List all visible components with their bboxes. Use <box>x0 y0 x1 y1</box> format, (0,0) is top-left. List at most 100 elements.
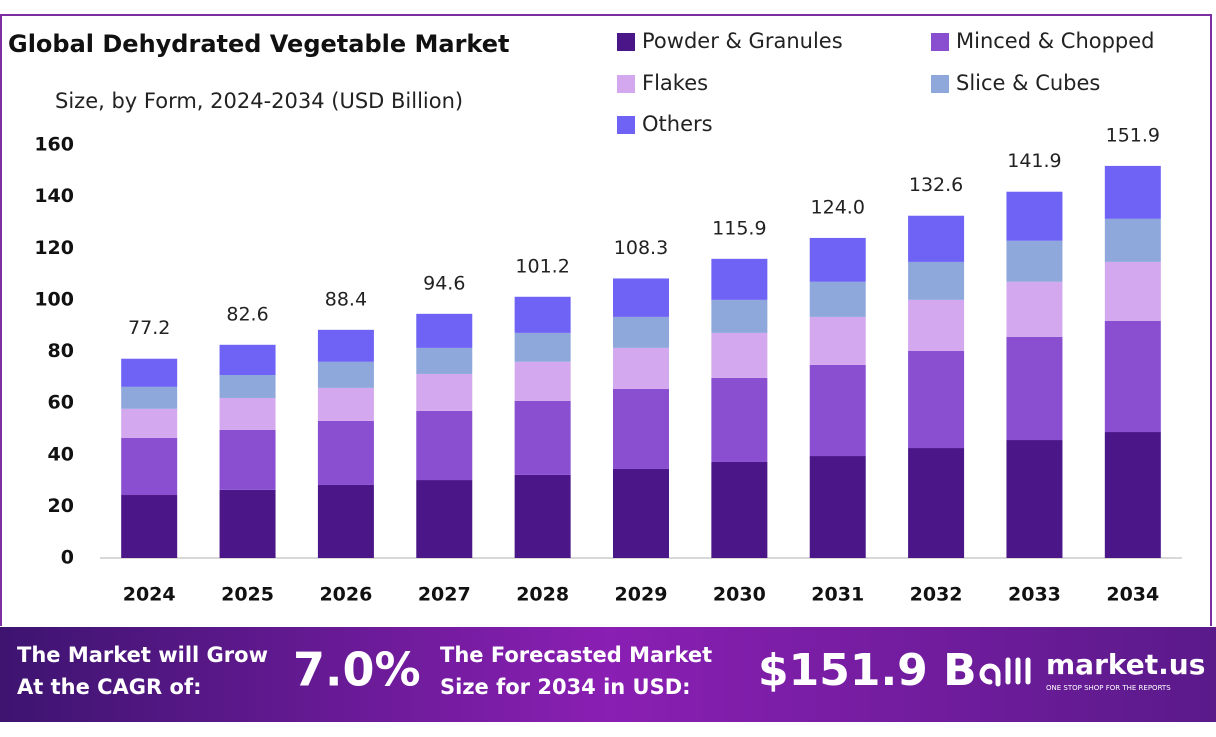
bar-segment <box>1006 281 1063 337</box>
bar-segment <box>514 474 571 558</box>
bar-segment <box>613 278 669 317</box>
bar-segment <box>416 313 473 348</box>
bar-segment <box>416 410 473 481</box>
bar-segment <box>613 316 669 348</box>
bar-segment <box>1104 165 1161 219</box>
legend-label: Minced & Chopped <box>956 29 1155 53</box>
bar-segment <box>1104 218 1161 262</box>
x-tick-label: 2032 <box>910 584 963 606</box>
total-label: 132.6 <box>909 174 963 196</box>
x-tick-label: 2033 <box>1008 584 1061 606</box>
bar-segment <box>908 299 965 351</box>
brand-name: market.us <box>1046 648 1205 681</box>
chart-frame <box>0 14 1212 626</box>
legend-swatch <box>617 75 635 93</box>
bar-segment <box>317 329 374 362</box>
y-tick-label: 160 <box>34 134 74 156</box>
legend-swatch <box>931 33 949 51</box>
chart-subtitle: Size, by Form, 2024-2034 (USD Billion) <box>55 89 463 113</box>
bar-segment <box>908 350 965 449</box>
legend-label: Flakes <box>642 71 708 95</box>
legend-swatch <box>931 75 949 93</box>
legend-swatch <box>617 116 635 134</box>
x-tick-label: 2027 <box>418 584 471 606</box>
total-label: 151.9 <box>1106 124 1160 146</box>
bar-segment <box>317 387 374 421</box>
bar-segment <box>711 258 768 300</box>
total-label: 88.4 <box>325 288 367 310</box>
bar-segment <box>809 316 866 365</box>
bar-segment <box>317 484 374 558</box>
bar-segment <box>514 332 571 362</box>
bar-segment <box>1006 336 1063 441</box>
bar-segment <box>317 420 374 485</box>
bar-segment <box>711 299 768 333</box>
bar-segment <box>809 281 866 317</box>
total-label: 124.0 <box>811 196 865 218</box>
y-tick-label: 140 <box>34 185 74 207</box>
bar-segment <box>1006 240 1063 282</box>
bar-segment <box>908 215 965 262</box>
x-tick-label: 2031 <box>811 584 864 606</box>
bar-segment <box>514 400 571 475</box>
brand-tagline: ONE STOP SHOP FOR THE REPORTS <box>1046 684 1171 692</box>
footer-text: The Market will Grow <box>17 643 268 667</box>
bar-segment <box>1104 320 1161 433</box>
footer-text: At the CAGR of: <box>17 675 202 699</box>
bar-segment <box>416 480 473 558</box>
total-label: 82.6 <box>226 303 268 325</box>
y-tick-label: 40 <box>48 443 74 465</box>
bar-segment <box>219 429 276 490</box>
bar-segment <box>711 377 768 462</box>
total-label: 101.2 <box>515 255 569 277</box>
bar-segment <box>908 448 965 558</box>
bar-segment <box>514 361 571 401</box>
y-tick-label: 20 <box>48 495 74 517</box>
total-label: 115.9 <box>712 217 766 239</box>
total-label: 141.9 <box>1007 150 1061 172</box>
bar-segment <box>317 361 374 388</box>
bar-segment <box>1006 191 1063 241</box>
x-tick-label: 2025 <box>221 584 274 606</box>
footer-value: $151.9 B <box>758 645 977 696</box>
total-label: 94.6 <box>423 272 465 294</box>
legend-label: Others <box>642 112 713 136</box>
footer-text: The Forecasted Market <box>440 643 712 667</box>
bar-segment <box>219 489 276 558</box>
footer-band <box>0 627 1216 722</box>
footer-value: 7.0% <box>293 643 421 697</box>
bar-segment <box>121 358 178 387</box>
footer-text: Size for 2034 in USD: <box>440 675 691 699</box>
y-tick-label: 100 <box>34 288 74 310</box>
y-tick-label: 0 <box>61 547 74 569</box>
total-label: 77.2 <box>128 317 170 339</box>
x-tick-label: 2030 <box>713 584 766 606</box>
bar-segment <box>416 373 473 411</box>
bar-segment <box>908 261 965 300</box>
bar-segment <box>121 386 178 409</box>
bar-segment <box>809 237 866 282</box>
legend-label: Slice & Cubes <box>956 71 1100 95</box>
x-tick-label: 2029 <box>615 584 668 606</box>
bar-segment <box>809 456 866 558</box>
x-tick-label: 2024 <box>123 584 176 606</box>
y-tick-label: 120 <box>34 237 74 259</box>
bar-segment <box>121 437 178 496</box>
bar-segment <box>711 332 768 378</box>
bar-segment <box>711 461 768 558</box>
bar-segment <box>1104 432 1161 558</box>
bar-segment <box>1104 261 1161 321</box>
y-tick-label: 60 <box>48 392 74 414</box>
legend-swatch <box>617 33 635 51</box>
bar-segment <box>219 397 276 430</box>
bar-segment <box>219 344 276 375</box>
bar-segment <box>514 296 571 333</box>
bar-segment <box>809 364 866 457</box>
legend-label: Powder & Granules <box>642 29 843 53</box>
bar-segment <box>219 374 276 398</box>
total-label: 108.3 <box>614 237 668 259</box>
bar-segment <box>121 408 178 438</box>
x-tick-label: 2034 <box>1106 584 1159 606</box>
